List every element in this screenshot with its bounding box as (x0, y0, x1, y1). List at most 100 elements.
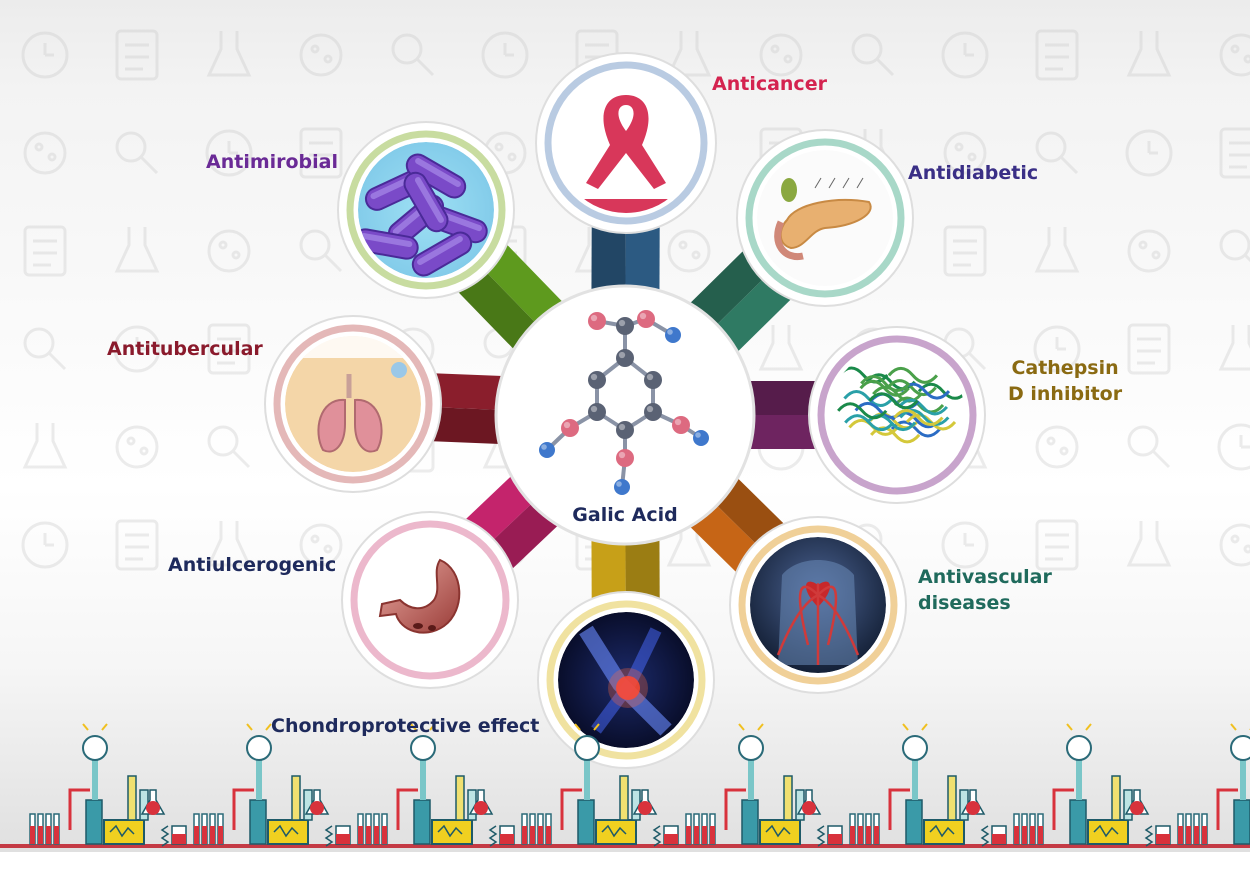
atom-oxygen (616, 449, 634, 467)
gallic-acid-molecule-icon (539, 310, 709, 495)
pattern-doodle-icon (941, 31, 989, 79)
pattern-doodle-icon (851, 33, 895, 77)
pattern-doodle-icon (1218, 325, 1250, 371)
node-cathepsin (808, 326, 986, 504)
pattern-doodle-icon (481, 31, 529, 79)
stomach-icon (362, 532, 498, 668)
pattern-doodle-icon (759, 33, 803, 77)
pattern-doodle-icon (21, 31, 69, 79)
pattern-doodle-icon (1034, 227, 1080, 273)
pattern-doodle-icon (299, 523, 343, 567)
pattern-doodle-icon (1219, 33, 1250, 77)
pattern-doodle-icon (299, 33, 343, 77)
center-hub (494, 284, 756, 546)
pattern-doodle-icon (1033, 325, 1081, 373)
pattern-doodle-icon (115, 425, 159, 469)
knee-joint-icon (558, 612, 694, 748)
node-chondroprotective (537, 591, 715, 769)
lab-station-icon (1013, 723, 1171, 847)
pattern-doodle-icon (667, 229, 711, 273)
pattern-doodle-icon (1127, 425, 1171, 469)
pattern-doodle-icon (115, 131, 159, 175)
atom-hydrogen (539, 442, 555, 458)
atom-oxygen (561, 419, 579, 437)
pancreas-icon (757, 150, 893, 286)
lab-station-icon (29, 723, 187, 847)
atom-hydrogen (614, 479, 630, 495)
atom-hydrogen (665, 327, 681, 343)
lab-station-icon (521, 723, 679, 847)
pattern-doodle-icon (941, 521, 989, 569)
atom-oxygen (637, 310, 655, 328)
atom-carbon (616, 421, 634, 439)
pattern-doodle-icon (115, 29, 159, 81)
node-anticancer (535, 52, 717, 234)
atom-carbon (644, 371, 662, 389)
pattern-doodle-icon (207, 425, 251, 469)
label-antimicrobial: Antimirobial (206, 151, 339, 173)
atom-carbon (588, 371, 606, 389)
lab-station-icon (1177, 723, 1250, 845)
label-cathepsin-d-inhibitor: Cathepsin D inhibitor (1008, 355, 1122, 407)
lab-station-icon (849, 723, 1007, 847)
atom-carbon (616, 349, 634, 367)
pattern-doodle-icon (1035, 519, 1079, 571)
atom-oxygen (672, 416, 690, 434)
pattern-doodle-icon (207, 229, 251, 273)
pattern-doodle-icon (1126, 521, 1172, 567)
label-antivascular-line: Antivascular diseases (918, 566, 1052, 614)
pattern-doodle-icon (23, 327, 67, 371)
pattern-doodle-icon (1035, 425, 1079, 469)
cardiovascular-system-icon (750, 537, 886, 673)
atom-carbon (644, 403, 662, 421)
center-label: Galic Acid (572, 504, 678, 526)
pattern-doodle-icon (1035, 131, 1079, 175)
node-antidiabetic (736, 129, 914, 307)
pattern-doodle-icon (23, 225, 67, 277)
node-antitubercular (264, 315, 442, 493)
pattern-doodle-icon (113, 325, 161, 373)
atom-oxygen (588, 312, 606, 330)
pattern-doodle-icon (666, 31, 712, 77)
pattern-doodle-icon (1219, 127, 1250, 179)
pattern-doodle-icon (1127, 323, 1171, 375)
node-antimicrobial (337, 121, 515, 299)
pattern-doodle-icon (1126, 31, 1172, 77)
node-circles (264, 52, 986, 769)
pattern-doodle-icon (205, 129, 253, 177)
atom-carbon (616, 317, 634, 335)
pattern-doodle-icon (23, 131, 67, 175)
pattern-doodle-icon (943, 225, 987, 277)
label-cathepsin-line: Cathepsin D inhibitor (1008, 357, 1123, 405)
pattern-doodle-icon (1219, 523, 1250, 567)
label-antitubercular: Antitubercular (107, 338, 263, 360)
bacteria-icon (358, 142, 494, 278)
pattern-doodle-icon (1217, 423, 1250, 471)
pattern-doodle-icon (758, 325, 804, 371)
pattern-doodle-icon (943, 131, 987, 175)
lab-station-icon (357, 723, 515, 847)
label-antiulcerogenic: Antiulcerogenic (168, 554, 337, 576)
atom-hydrogen (693, 430, 709, 446)
lab-station-icon (193, 723, 351, 847)
label-antivascular-diseases: Antivascular diseases (918, 564, 1052, 616)
pattern-doodle-icon (114, 227, 160, 273)
label-antidiabetic: Antidiabetic (908, 162, 1039, 184)
pattern-doodle-icon (206, 521, 252, 567)
pattern-doodle-icon (1125, 129, 1173, 177)
pattern-doodle-icon (21, 521, 69, 569)
pattern-doodle-icon (115, 519, 159, 571)
lab-equipment-banner (0, 723, 1250, 886)
pattern-doodle-icon (206, 31, 252, 77)
pattern-doodle-icon (207, 323, 251, 375)
pattern-doodle-icon (1219, 229, 1250, 263)
pattern-doodle-icon (666, 521, 712, 567)
pattern-doodle-icon (1035, 29, 1079, 81)
node-antiulcerogenic (341, 511, 519, 689)
pattern-doodle-icon (1127, 229, 1171, 273)
lab-station-icon (685, 723, 843, 847)
awareness-ribbon-icon (556, 73, 696, 213)
atom-carbon (588, 403, 606, 421)
label-chondroprotective-effect: Chondroprotective effect (271, 715, 540, 737)
pattern-doodle-icon (391, 33, 435, 77)
